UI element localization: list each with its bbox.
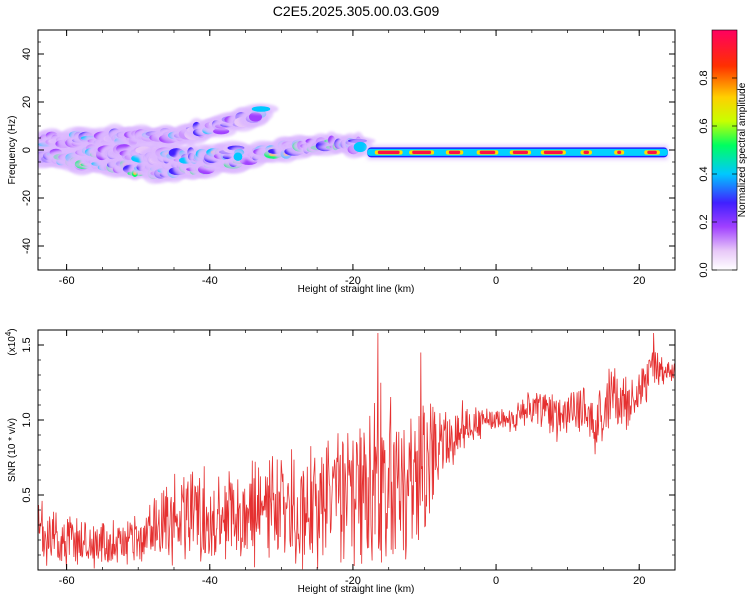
tone-peak-core (412, 150, 432, 154)
x-tick-label: -20 (345, 275, 361, 287)
tone-peak-core (448, 150, 461, 154)
spectral-blob (353, 141, 367, 153)
snr-y-tick-label: 1.5 (21, 337, 33, 352)
y-tick-label: 40 (21, 48, 33, 60)
x-tick-label: -20 (345, 575, 361, 587)
colorbar-tick-label: 0.8 (698, 70, 710, 85)
tone-peak-core (479, 150, 496, 154)
x-tick-label: 0 (493, 575, 499, 587)
tone-peak-core (647, 150, 657, 154)
colorbar-gradient (711, 29, 738, 271)
colorbar-tick-label: 0.0 (698, 262, 710, 277)
spectrogram-heatmap (38, 103, 668, 184)
tone-peak-core (377, 150, 400, 154)
spectral-blob (251, 106, 271, 112)
x-tick-label: 20 (633, 275, 645, 287)
tone-peak-core (583, 150, 589, 154)
spectral-feature (66, 139, 253, 170)
colorbar-ticks: 0.0 0.2 0.4 0.6 0.8 (698, 70, 737, 278)
x-tick-label: 20 (633, 575, 645, 587)
spectrogram-x-label: Height of straight line (km) (298, 284, 415, 295)
tone-peak-core (512, 150, 529, 154)
spectrogram-x-ticks: -60 -40 -20 0 20 (59, 30, 676, 287)
colorbar: 0.0 0.2 0.4 0.6 0.8 Normalized spectral ampl… (698, 29, 748, 278)
colorbar-tick-label: 0.2 (698, 214, 710, 229)
x-tick-label: -40 (202, 575, 218, 587)
spectral-blob (233, 152, 243, 161)
snr-y-tick-label: 0.5 (21, 487, 33, 502)
tone-peak-core (617, 150, 622, 154)
x-tick-label: -40 (202, 275, 218, 287)
y-tick-label: 20 (21, 96, 33, 108)
snr-panel: -60 -40 -20 0 20 0.5 1.0 1.5 Height of straigh… (4, 328, 676, 595)
tone-peak-core (543, 150, 563, 154)
y-tick-label: -40 (21, 238, 33, 254)
colorbar-tick-label: 0.6 (698, 118, 710, 133)
y-tick-label: -20 (21, 190, 33, 206)
spectrogram-y-label: Frequency (Hz) (7, 116, 18, 185)
colorbar-tick-label: 0.4 (698, 166, 710, 181)
y-tick-label: 0 (21, 147, 33, 153)
spectral-feature (367, 145, 668, 160)
snr-y-tick-label: 1.0 (21, 412, 33, 427)
chart-title: C2E5.2025.305.00.03.G09 (273, 3, 440, 19)
snr-series-line (38, 332, 675, 570)
colorbar-label: Normalized spectral amplitude (737, 82, 748, 217)
spectrogram-panel: -60 -40 -20 0 20 -40 -20 0 20 40 Height of strai… (7, 29, 676, 295)
x-tick-label: -60 (59, 275, 75, 287)
spectral-blob (248, 112, 263, 122)
x-tick-label: 0 (493, 275, 499, 287)
snr-x-ticks: -60 -40 -20 0 20 (59, 330, 676, 587)
x-tick-label: -60 (59, 575, 75, 587)
snr-y-ticks: 0.5 1.0 1.5 (21, 337, 675, 556)
snr-y-label: SNR (10 * v/v) (7, 418, 18, 482)
spectrogram-y-ticks: -40 -20 0 20 40 (21, 29, 675, 271)
snr-x-label: Height of straight line (km) (298, 584, 415, 595)
snr-multiplier-label: (x104) (4, 328, 18, 355)
